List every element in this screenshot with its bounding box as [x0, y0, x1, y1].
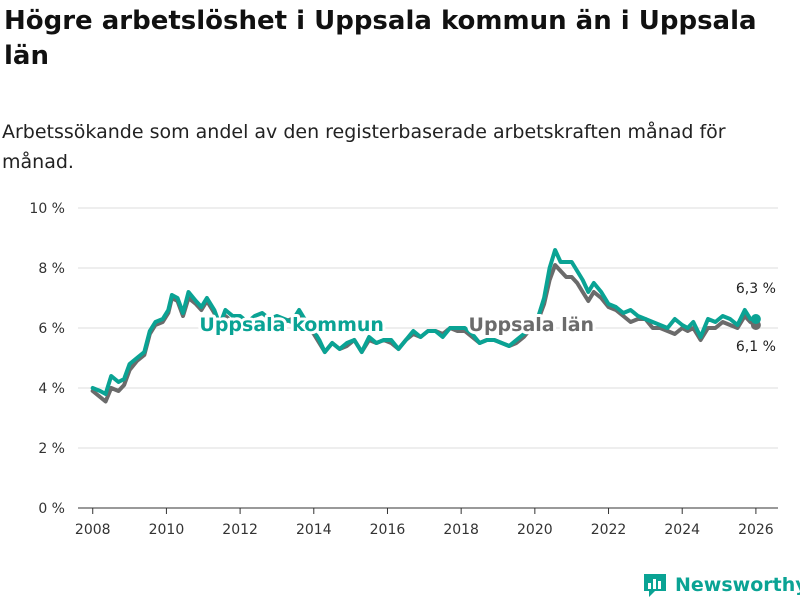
x-axis: 2008 2010 2012 2014 2016 2018 2020 2022 2024 2026	[75, 508, 774, 538]
brand-footer: Newsworthy	[643, 570, 800, 600]
y-tick-label: 10 %	[29, 201, 65, 217]
x-tick-label: 2022	[591, 522, 627, 538]
series-lines	[90, 248, 761, 404]
newsworthy-logo-icon	[644, 574, 666, 597]
x-tick-label: 2008	[75, 522, 111, 538]
gridlines	[78, 207, 778, 509]
y-tick-label: 8 %	[38, 261, 65, 277]
series-label: Uppsala kommun	[199, 314, 384, 336]
chart-title: Högre arbetslöshet i Uppsala kommun än i…	[4, 6, 757, 71]
y-tick-label: 2 %	[38, 441, 65, 457]
x-tick-label: 2020	[517, 522, 553, 538]
x-tick-label: 2012	[222, 522, 258, 538]
x-tick-label: 2018	[443, 522, 479, 538]
end-point-marker	[750, 314, 761, 324]
y-tick-label: 6 %	[38, 321, 65, 337]
y-axis: 0 % 2 % 4 % 6 % 8 % 10 %	[29, 201, 65, 517]
chart-subtitle: Arbetssökande som andel av den registerb…	[2, 121, 726, 173]
series-line-uppsala-kommun	[90, 248, 758, 396]
x-tick-label: 2010	[149, 522, 185, 538]
x-tick-label: 2026	[738, 522, 774, 538]
x-tick-label: 2024	[664, 522, 700, 538]
series-labels: Uppsala kommun Uppsala län 6,3 % 6,1 %	[196, 281, 776, 355]
series-label: Uppsala län	[469, 314, 595, 336]
x-tick-label: 2016	[370, 522, 406, 538]
brand-name: Newsworthy	[675, 574, 800, 596]
end-value-label: 6,3 %	[736, 281, 776, 297]
y-tick-label: 0 %	[38, 501, 65, 517]
end-value-label: 6,1 %	[736, 339, 776, 355]
x-tick-label: 2014	[296, 522, 332, 538]
y-tick-label: 4 %	[38, 381, 65, 397]
